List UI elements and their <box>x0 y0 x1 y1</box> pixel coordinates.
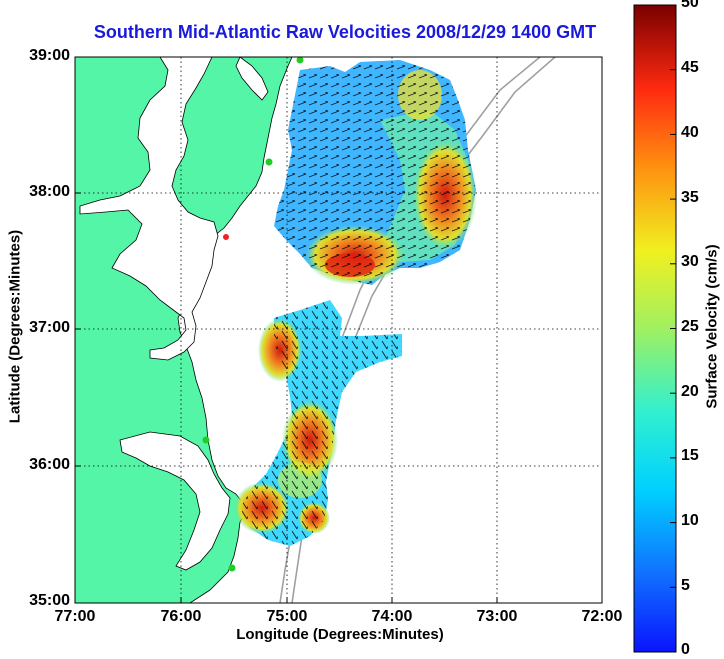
colorbar-label: Surface Velocity (cm/s) <box>703 244 721 409</box>
radar-station-marker <box>223 234 229 240</box>
delaware-bay <box>235 57 269 101</box>
colorbar-tick-label: 50 <box>681 0 699 11</box>
radar-station-marker <box>296 57 304 64</box>
colorbar-tick-label: 35 <box>681 189 699 206</box>
map-grid <box>75 57 602 603</box>
x-tick-label: 73:00 <box>476 608 518 625</box>
x-tick-label: 74:00 <box>371 608 413 625</box>
pamlico-sound <box>119 431 231 571</box>
colorbar-tick-label: 45 <box>681 59 699 76</box>
x-tick-label: 77:00 <box>54 608 96 625</box>
radar-station-marker <box>202 436 210 444</box>
colorbar-tick-label: 0 <box>681 641 690 658</box>
x-tick-label: 76:00 <box>160 608 202 625</box>
y-tick-label: 36:00 <box>29 456 70 473</box>
colorbar-tick-label: 25 <box>681 318 699 335</box>
y-axis-label: Latitude (Degrees:Minutes) <box>6 229 24 424</box>
chesapeake-bay <box>79 57 219 361</box>
map-title: Southern Mid-Atlantic Raw Velocities 200… <box>93 22 597 42</box>
colorbar-ticks <box>670 69 676 588</box>
radar-station-marker <box>228 564 236 572</box>
colorbar <box>633 4 677 653</box>
y-tick-label: 35:00 <box>29 592 70 609</box>
y-tick-label: 38:00 <box>29 183 70 200</box>
x-tick-label: 72:00 <box>581 608 623 625</box>
colorbar-tick-label: 5 <box>681 577 690 594</box>
colorbar-tick-label: 10 <box>681 512 699 529</box>
y-tick-label: 37:00 <box>29 319 70 336</box>
velocity-field-south <box>234 300 402 546</box>
colorbar-tick-label: 15 <box>681 447 699 464</box>
plot-frame <box>74 56 603 604</box>
y-tick-label: 39:00 <box>29 47 70 64</box>
axis-ticks <box>75 192 498 603</box>
radar-station-marker <box>265 158 273 166</box>
velocity-field-north <box>274 60 477 285</box>
colorbar-tick-label: 30 <box>681 253 699 270</box>
x-tick-label: 75:00 <box>266 608 308 625</box>
colorbar-tick-label: 20 <box>681 383 699 400</box>
colorbar-tick-label: 40 <box>681 124 699 141</box>
x-axis-label: Longitude (Degrees:Minutes) <box>236 626 444 643</box>
